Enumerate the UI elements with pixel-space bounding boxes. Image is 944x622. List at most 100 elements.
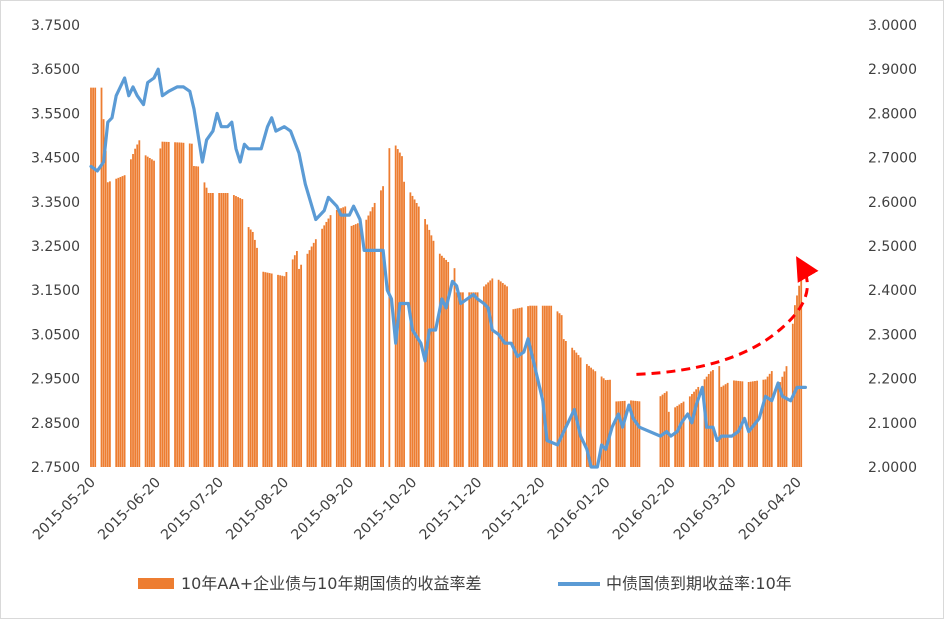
- spread-bar: [106, 182, 109, 467]
- spread-bar: [205, 187, 208, 467]
- spread-bar: [235, 196, 237, 468]
- spread-bar: [487, 282, 490, 467]
- spread-bar: [543, 305, 546, 467]
- spread-bar: [123, 175, 126, 468]
- spread-bar: [564, 341, 567, 467]
- spread-bar: [167, 141, 170, 467]
- spread-bar: [575, 352, 578, 467]
- spread-bar: [514, 308, 517, 467]
- spread-bars: [90, 87, 803, 468]
- spread-bar: [726, 382, 729, 467]
- spread-bar: [323, 225, 326, 467]
- spread-bar: [695, 389, 698, 467]
- x-tick-label: 2015-11-20: [417, 475, 486, 544]
- y-left-tick-label: 3.7500: [31, 18, 80, 34]
- legend-line-label: 中债国债到期收益率:10年: [606, 574, 792, 593]
- spread-bar: [680, 403, 683, 467]
- spread-bar: [396, 149, 399, 468]
- spread-bar: [722, 385, 725, 467]
- spread-bar: [617, 401, 620, 467]
- spread-bar: [340, 208, 342, 468]
- left-y-axis: 2.7500 2.8500 2.9500 3.0500 3.1500 3.2500 3.35…: [31, 18, 80, 476]
- spread-bar: [293, 255, 296, 467]
- spread-bar: [277, 274, 279, 467]
- spread-bar: [251, 231, 254, 467]
- spread-bar: [102, 119, 105, 467]
- spread-bar: [504, 284, 506, 467]
- spread-bar: [693, 391, 695, 467]
- x-tick-label: 2016-04-20: [736, 475, 805, 544]
- spread-bar: [600, 376, 603, 467]
- spread-bar: [268, 273, 271, 467]
- spread-bar: [476, 292, 479, 467]
- y-left-tick-label: 3.3500: [31, 195, 80, 211]
- spread-bar: [342, 207, 345, 467]
- spread-bar: [256, 247, 258, 467]
- spread-bar: [193, 166, 195, 467]
- spread-bar: [380, 190, 382, 467]
- legend: 10年AA+企业债与10年期国债的收益率差 中债国债到期收益率:10年: [138, 574, 792, 593]
- spread-bar: [634, 400, 637, 467]
- spread-bar: [674, 407, 677, 467]
- spread-bar: [403, 181, 405, 467]
- spread-bar: [92, 87, 95, 467]
- y-right-tick-label: 2.5000: [868, 239, 917, 255]
- spread-bar: [438, 253, 441, 467]
- right-y-axis: 2.0000 2.1000 2.2000 2.3000 2.4000 2.5000 2.60…: [868, 18, 917, 476]
- y-right-tick-label: 2.6000: [868, 195, 917, 211]
- spread-bar: [556, 311, 559, 467]
- spread-bar: [211, 193, 214, 467]
- spread-bar: [247, 227, 250, 467]
- y-left-tick-label: 2.8500: [31, 416, 80, 432]
- spread-bar: [388, 148, 391, 468]
- x-tick-label: 2016-03-20: [671, 475, 740, 544]
- dashed-trend-arrow: [636, 256, 819, 376]
- legend-bar-swatch: [138, 578, 174, 589]
- spread-bar: [609, 379, 611, 467]
- spread-bar: [195, 166, 197, 467]
- spread-bar: [453, 268, 456, 467]
- y-right-tick-label: 2.9000: [868, 62, 917, 78]
- spread-bar: [119, 176, 122, 468]
- spread-bar: [781, 376, 784, 467]
- spread-bar: [447, 261, 450, 467]
- spread-bar: [455, 292, 458, 467]
- spread-bar: [241, 199, 244, 467]
- spread-bar: [239, 198, 242, 467]
- spread-bar: [325, 221, 328, 467]
- spread-bar: [667, 411, 670, 467]
- spread-bar: [296, 251, 298, 467]
- spread-bar: [220, 193, 223, 467]
- spread-bar: [264, 272, 267, 467]
- spread-bar: [703, 379, 706, 467]
- spread-bar: [497, 279, 500, 467]
- spread-bar: [281, 275, 284, 467]
- spread-bar: [161, 141, 164, 467]
- spread-bar: [266, 272, 269, 467]
- spread-bar: [785, 366, 788, 467]
- spread-bar: [548, 305, 550, 467]
- spread-bar: [735, 380, 737, 467]
- spread-bar: [207, 192, 210, 468]
- spread-bar: [153, 160, 155, 467]
- y-right-tick-label: 2.1000: [868, 416, 917, 432]
- spread-bar: [367, 215, 370, 467]
- spread-bar: [483, 286, 485, 467]
- spread-bar: [623, 400, 626, 467]
- spread-bar: [621, 401, 624, 467]
- spread-bar: [724, 384, 727, 467]
- x-tick-label: 2015-08-20: [223, 475, 292, 544]
- spread-bar: [188, 143, 191, 467]
- spread-bar: [321, 228, 324, 467]
- x-tick-label: 2016-02-20: [610, 475, 679, 544]
- x-tick-label: 2015-06-20: [95, 475, 164, 544]
- spread-bar: [232, 195, 235, 467]
- spread-bar: [300, 264, 303, 467]
- spread-bar: [203, 182, 206, 467]
- spread-bar: [491, 278, 494, 467]
- spread-bar: [409, 192, 412, 467]
- spread-bar: [310, 246, 313, 467]
- spread-bar: [577, 355, 580, 467]
- spread-bar: [457, 292, 460, 467]
